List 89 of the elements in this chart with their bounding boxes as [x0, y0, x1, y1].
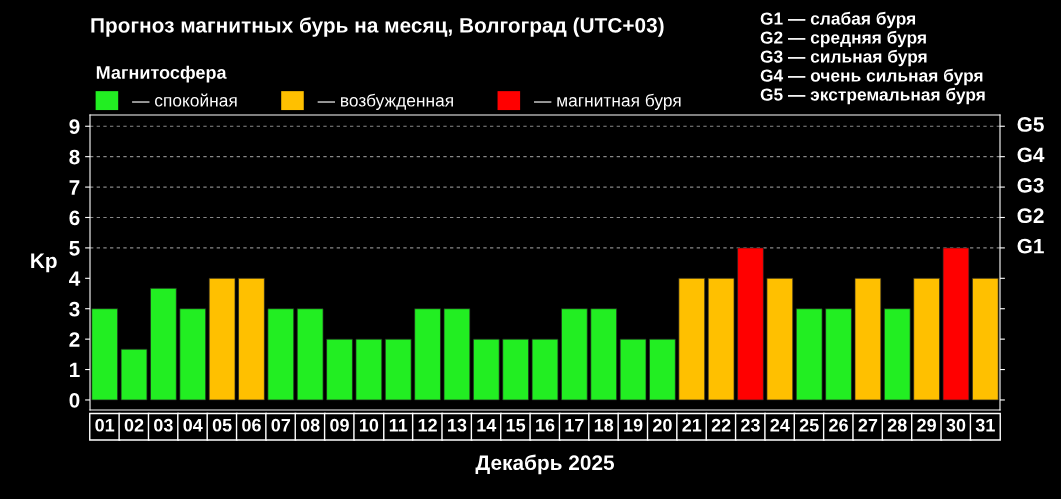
y-tick-label: 1	[70, 362, 80, 378]
x-tick-label: 23	[741, 418, 760, 432]
x-tick-label: 14	[477, 419, 497, 432]
bar	[707, 277, 735, 401]
legend-label: — возбужденная	[317, 93, 453, 111]
x-axis-title: Декабрь 2025	[475, 454, 615, 475]
x-tick-label: 16	[536, 418, 555, 432]
x-tick-label: 29	[917, 418, 936, 432]
x-tick-label: 22	[711, 418, 731, 432]
y-tick-label: 3	[69, 301, 80, 317]
bar	[972, 277, 999, 401]
x-tick-label: 18	[594, 418, 614, 432]
bar	[326, 338, 353, 401]
y-axis-title: Kp	[31, 253, 57, 273]
text: G4 — очень сильная буря	[760, 68, 983, 86]
x-tick-label: 09	[330, 418, 349, 432]
bar	[502, 338, 529, 401]
ref-line-label: G2	[1017, 208, 1044, 224]
bar	[473, 338, 500, 401]
x-tick-label: 15	[506, 419, 526, 432]
bar	[854, 277, 882, 401]
chart-title: Прогноз магнитных бурь на месяц, Волгоград (UTC+03)	[91, 17, 664, 37]
text: G2 — средняя буря	[760, 30, 926, 48]
bar	[443, 308, 471, 401]
bar	[267, 308, 295, 401]
bar	[91, 308, 118, 401]
y-tick-label: 2	[69, 332, 80, 347]
bar	[384, 338, 412, 401]
x-tick-label: 20	[653, 418, 672, 432]
bar	[825, 308, 852, 401]
x-tick-label: 19	[624, 418, 643, 432]
text: G5 — экстремальная буря	[760, 87, 985, 105]
x-tick-label: 02	[124, 418, 144, 432]
x-tick-label: 25	[799, 418, 819, 432]
x-tick-label: 24	[770, 418, 790, 432]
y-tick-label: 9	[69, 119, 80, 135]
y-tick-label: 0	[69, 392, 80, 408]
text: G1 — слабая буря	[760, 11, 916, 29]
x-tick-label: 28	[887, 418, 907, 432]
x-tick-label: 13	[448, 418, 467, 432]
bar	[766, 277, 794, 401]
bar	[913, 277, 940, 401]
ref-line-label: G4	[1017, 147, 1045, 163]
x-tick-label: 01	[95, 418, 115, 432]
ref-line-label: G1	[1017, 238, 1044, 254]
bar	[531, 338, 559, 401]
bar	[678, 277, 706, 401]
bar	[355, 338, 383, 401]
x-tick-label: 12	[418, 418, 437, 432]
x-tick-label: 04	[183, 418, 203, 432]
y-tick-label: 5	[69, 241, 80, 256]
x-tick-label: 06	[242, 418, 261, 432]
bar	[561, 308, 588, 401]
x-tick-label: 31	[975, 418, 995, 432]
legend-label: — спокойная	[132, 93, 237, 107]
bar	[942, 247, 970, 401]
x-tick-label: 08	[300, 418, 320, 432]
x-tick-label: 27	[858, 418, 878, 432]
x-tick-label: 10	[359, 418, 379, 432]
ref-line-label: G5	[1017, 117, 1044, 132]
x-tick-label: 03	[154, 418, 173, 432]
x-tick-label: 30	[946, 418, 966, 432]
bar	[238, 277, 265, 401]
bar	[795, 308, 823, 401]
legend-title: Магнитосфера	[96, 65, 227, 83]
x-tick-label: 26	[829, 418, 848, 432]
y-tick-label: 8	[69, 149, 80, 165]
ref-line-label: G3	[1017, 177, 1044, 193]
bar	[649, 338, 676, 401]
bar	[296, 308, 324, 401]
text: G3 — сильная буря	[760, 49, 927, 67]
bar	[179, 308, 207, 401]
y-tick-label: 4	[69, 271, 81, 286]
bar	[150, 288, 177, 401]
bar	[883, 308, 911, 401]
bar	[208, 277, 236, 401]
x-tick-label: 21	[682, 418, 702, 432]
x-tick-label: 11	[389, 419, 408, 432]
x-tick-label: 07	[271, 418, 291, 432]
y-tick-label: 7	[69, 180, 80, 195]
x-tick-label: 05	[212, 418, 232, 432]
bar	[414, 308, 441, 401]
bar	[120, 348, 148, 401]
bar	[590, 308, 617, 401]
legend-label: — магнитная буря	[534, 93, 681, 111]
y-tick-label: 6	[69, 210, 80, 226]
bar	[619, 338, 647, 401]
x-tick-label: 17	[565, 419, 584, 432]
bar	[737, 247, 764, 401]
